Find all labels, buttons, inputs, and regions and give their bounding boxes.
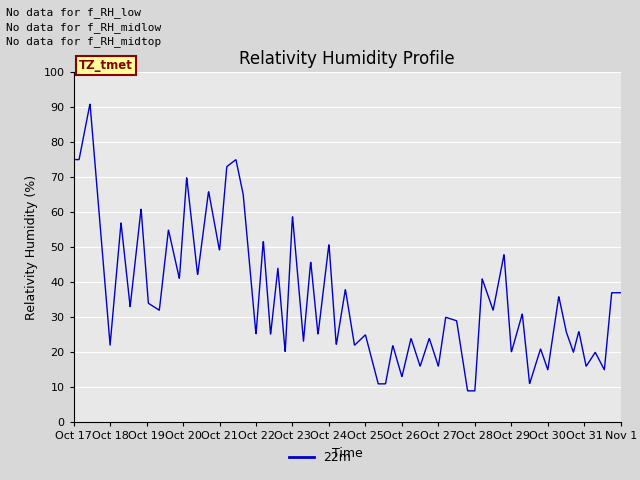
Title: Relativity Humidity Profile: Relativity Humidity Profile: [239, 49, 455, 68]
Text: No data for f_RH_midlow: No data for f_RH_midlow: [6, 22, 162, 33]
Text: No data for f_RH_midtop: No data for f_RH_midtop: [6, 36, 162, 47]
Legend: 22m: 22m: [284, 446, 356, 469]
Y-axis label: Relativity Humidity (%): Relativity Humidity (%): [25, 175, 38, 320]
Text: TZ_tmet: TZ_tmet: [79, 59, 133, 72]
Text: No data for f_RH_low: No data for f_RH_low: [6, 7, 141, 18]
X-axis label: Time: Time: [332, 447, 363, 460]
